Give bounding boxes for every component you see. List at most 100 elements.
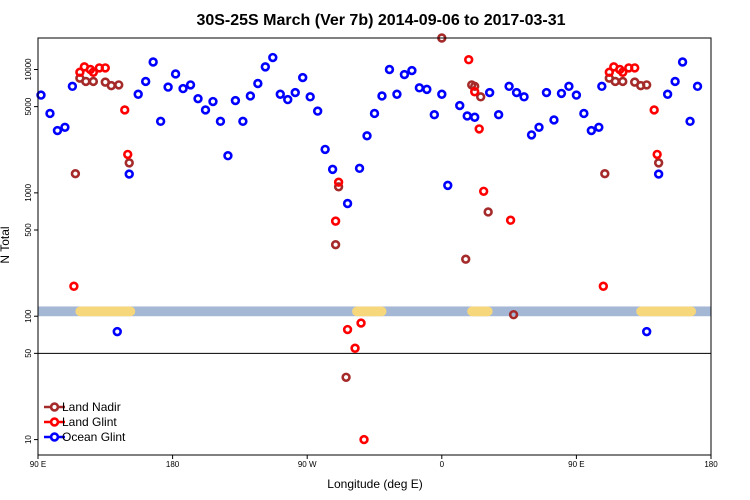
data-point — [268, 52, 278, 63]
land-band — [38, 306, 711, 317]
data-point — [275, 89, 285, 99]
data-point — [677, 57, 688, 67]
data-point — [112, 326, 122, 337]
data-point — [312, 106, 323, 116]
data-point — [649, 105, 659, 115]
data-point — [598, 281, 609, 291]
y-tick-label: 50 — [24, 348, 33, 357]
y-axis-label: N Total — [0, 226, 12, 263]
data-point — [52, 125, 63, 136]
data-point — [662, 89, 673, 99]
data-point — [511, 87, 522, 98]
data-point — [133, 89, 143, 99]
x-tick-label: 90 E — [568, 460, 584, 469]
data-point — [124, 169, 134, 179]
legend-label: Ocean Glint — [62, 430, 126, 444]
data-point — [505, 215, 516, 225]
y-tick-label: 100 — [24, 309, 33, 323]
data-point — [652, 149, 662, 160]
data-point — [461, 254, 471, 264]
x-axis-label: Longitude (deg E) — [327, 477, 422, 491]
data-point — [155, 116, 166, 127]
data-point — [399, 69, 410, 80]
data-point — [123, 149, 133, 160]
data-point — [67, 81, 78, 92]
x-tick-label: 180 — [704, 460, 718, 469]
data-point — [470, 87, 480, 97]
data-point — [342, 198, 353, 209]
data-point — [414, 83, 425, 93]
data-point — [178, 83, 188, 94]
chart-title: 30S-25S March (Ver 7b) 2014-09-06 to 201… — [196, 12, 565, 29]
legend-label: Land Nadir — [62, 400, 121, 414]
data-point — [685, 116, 695, 127]
y-tick-label: 10000 — [24, 58, 33, 81]
data-point — [341, 372, 351, 382]
data-point — [356, 318, 366, 328]
legend-item: Land Nadir — [44, 400, 121, 414]
y-tick-label: 500 — [24, 223, 33, 237]
data-point — [283, 94, 293, 105]
data-point — [653, 169, 664, 179]
data-point — [464, 55, 474, 65]
data-point — [630, 63, 640, 73]
data-point — [618, 76, 628, 87]
data-point — [290, 87, 300, 98]
data-point — [692, 81, 703, 92]
data-point — [238, 116, 248, 127]
data-point — [163, 82, 173, 92]
legend-item: Ocean Glint — [44, 430, 126, 444]
legend-label: Land Glint — [62, 415, 117, 429]
land-segment — [467, 306, 493, 317]
data-point — [422, 84, 432, 95]
data-point — [330, 216, 341, 226]
data-point — [470, 81, 480, 92]
x-tick-label: 90 E — [30, 460, 46, 469]
data-point — [36, 90, 46, 100]
data-point — [455, 100, 465, 111]
data-point — [350, 343, 360, 353]
data-point — [443, 180, 453, 191]
data-point — [604, 67, 615, 77]
data-point — [88, 67, 99, 77]
data-point — [69, 281, 79, 291]
data-point — [120, 105, 130, 115]
data-point — [170, 69, 181, 79]
data-point — [100, 63, 111, 73]
legend-marker — [49, 432, 60, 442]
data-point — [359, 434, 369, 445]
data-point — [478, 186, 489, 196]
data-point — [508, 309, 519, 320]
data-point — [641, 80, 652, 90]
data-point — [140, 76, 151, 87]
data-point — [504, 81, 514, 92]
data-point — [200, 105, 211, 115]
data-point — [185, 80, 196, 90]
data-point — [320, 144, 330, 155]
data-point — [579, 108, 589, 119]
data-point — [75, 67, 85, 77]
x-tick-label: 0 — [440, 460, 445, 469]
data-point — [70, 168, 81, 179]
data-point — [483, 207, 493, 217]
data-point — [600, 168, 610, 179]
data-point — [484, 87, 495, 98]
data-point — [245, 91, 256, 101]
land-segment — [352, 306, 387, 317]
data-point — [354, 163, 365, 174]
data-point — [260, 62, 271, 72]
data-point — [653, 158, 664, 168]
land-segment — [75, 306, 136, 317]
data-point — [330, 239, 341, 250]
data-point — [429, 110, 440, 120]
legend-marker — [49, 417, 60, 427]
data-point — [597, 81, 607, 92]
data-point — [215, 116, 226, 127]
data-point — [208, 96, 218, 107]
data-point — [305, 92, 315, 102]
y-tick-label: 10 — [24, 435, 33, 444]
data-point — [384, 64, 395, 75]
data-point — [333, 182, 344, 192]
land-segment — [636, 306, 697, 317]
